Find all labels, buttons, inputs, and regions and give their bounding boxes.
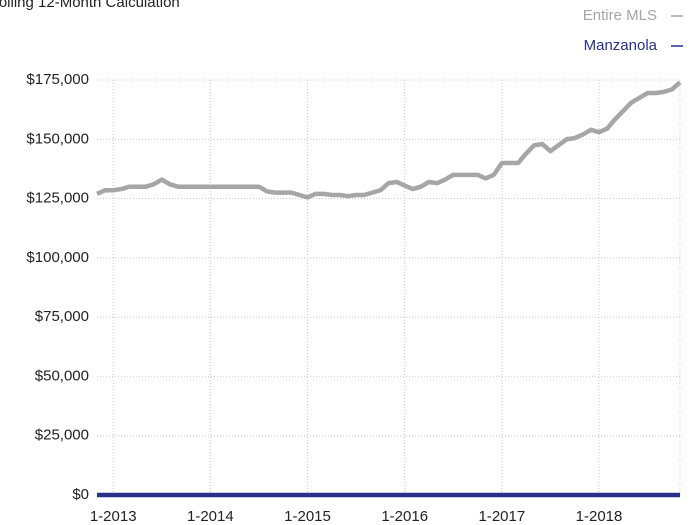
y-tick-label: $125,000	[26, 190, 89, 207]
y-tick-label: $150,000	[26, 130, 89, 147]
legend-label: Manzanola	[584, 37, 658, 54]
legend-label: Entire MLS	[583, 7, 657, 24]
x-tick-label: 1-2013	[90, 508, 137, 525]
x-tick-label: 1-2016	[381, 508, 428, 525]
y-tick-label: $50,000	[35, 367, 89, 384]
x-tick-label: 1-2015	[284, 508, 331, 525]
y-tick-label: $75,000	[35, 308, 89, 325]
y-tick-label: $175,000	[26, 71, 89, 88]
line-series	[96, 80, 682, 200]
y-tick-label: $25,000	[35, 427, 89, 444]
x-tick-label: 1-2018	[576, 508, 623, 525]
chart-subtitle: Rolling 12-Month Calculation	[0, 0, 180, 11]
y-tick-label: $0	[72, 486, 89, 503]
x-tick-label: 1-2017	[479, 508, 526, 525]
y-tick-label: $100,000	[26, 249, 89, 266]
x-tick-label: 1-2014	[187, 508, 234, 525]
